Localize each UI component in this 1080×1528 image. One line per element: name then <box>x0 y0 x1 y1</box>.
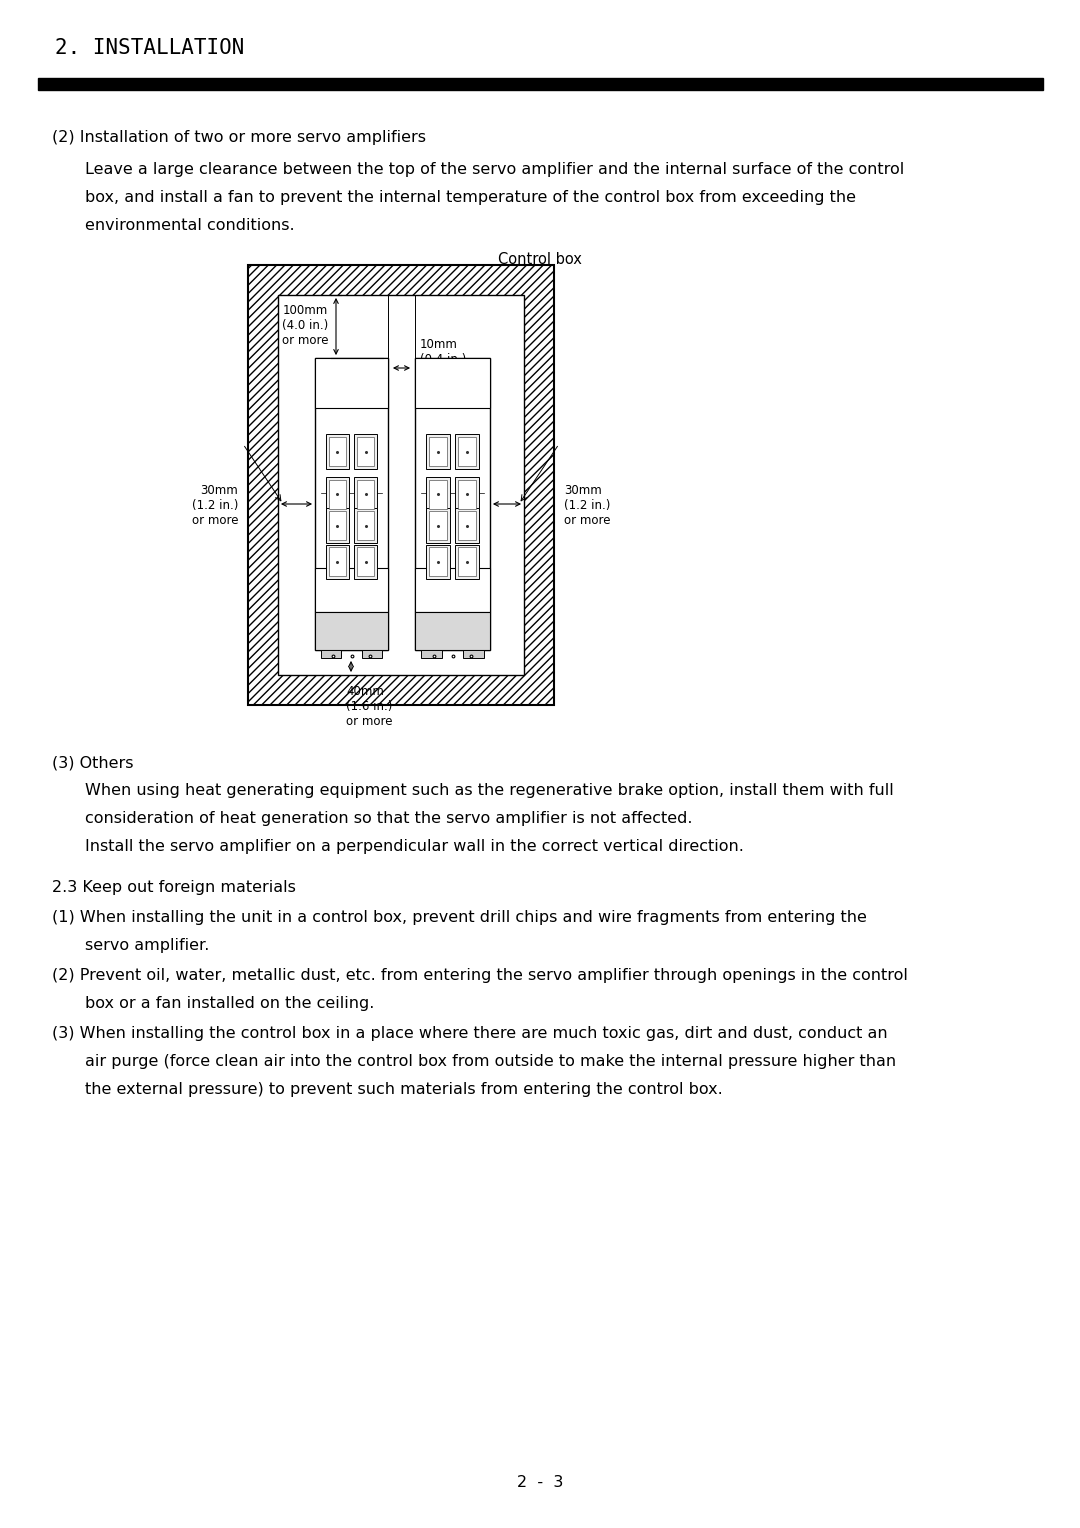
Bar <box>426 544 450 579</box>
Text: 2  -  3: 2 - 3 <box>517 1475 563 1490</box>
Bar <box>415 613 490 649</box>
Text: (2) Installation of two or more servo amplifiers: (2) Installation of two or more servo am… <box>52 130 426 145</box>
Bar <box>455 544 478 579</box>
Bar <box>354 544 377 579</box>
Bar <box>248 264 554 704</box>
Text: 10mm
(0.4 in.)
or more: 10mm (0.4 in.) or more <box>420 338 467 380</box>
Text: the external pressure) to prevent such materials from entering the control box.: the external pressure) to prevent such m… <box>85 1082 723 1097</box>
Bar <box>458 480 476 509</box>
Bar <box>354 509 377 542</box>
Text: 100mm
(4.0 in.)
or more: 100mm (4.0 in.) or more <box>282 304 328 347</box>
Bar <box>455 434 478 469</box>
Bar <box>326 544 349 579</box>
Bar <box>429 437 447 466</box>
Bar <box>458 547 476 576</box>
Bar <box>315 613 388 649</box>
Text: (1) When installing the unit in a control box, prevent drill chips and wire frag: (1) When installing the unit in a contro… <box>52 911 867 924</box>
Text: box or a fan installed on the ceiling.: box or a fan installed on the ceiling. <box>85 996 375 1012</box>
Bar <box>426 477 450 512</box>
Text: When using heat generating equipment such as the regenerative brake option, inst: When using heat generating equipment suc… <box>85 782 894 798</box>
Text: air purge (force clean air into the control box from outside to make the interna: air purge (force clean air into the cont… <box>85 1054 896 1070</box>
Text: (2) Prevent oil, water, metallic dust, etc. from entering the servo amplifier th: (2) Prevent oil, water, metallic dust, e… <box>52 969 908 983</box>
Bar <box>278 295 524 675</box>
Bar <box>38 78 1043 90</box>
Bar <box>328 547 347 576</box>
Bar <box>315 358 388 649</box>
Text: 2. INSTALLATION: 2. INSTALLATION <box>55 38 244 58</box>
Bar <box>328 512 347 541</box>
Text: Leave a large clearance between the top of the servo amplifier and the internal : Leave a large clearance between the top … <box>85 162 904 177</box>
Text: Control box: Control box <box>498 252 582 267</box>
Bar <box>354 434 377 469</box>
Text: (3) When installing the control box in a place where there are much toxic gas, d: (3) When installing the control box in a… <box>52 1025 888 1041</box>
Bar <box>426 509 450 542</box>
Bar <box>421 649 442 659</box>
Bar <box>429 512 447 541</box>
Bar <box>356 437 375 466</box>
Bar <box>248 264 554 704</box>
Bar <box>415 358 490 408</box>
Bar <box>326 477 349 512</box>
Bar <box>326 509 349 542</box>
Text: environmental conditions.: environmental conditions. <box>85 219 295 232</box>
Bar <box>321 649 341 659</box>
Bar <box>328 437 347 466</box>
Text: consideration of heat generation so that the servo amplifier is not affected.: consideration of heat generation so that… <box>85 811 692 827</box>
Bar <box>458 437 476 466</box>
Text: 40mm
(1.6 in.)
or more: 40mm (1.6 in.) or more <box>346 685 392 727</box>
Bar <box>463 649 484 659</box>
Bar <box>328 480 347 509</box>
Text: box, and install a fan to prevent the internal temperature of the control box fr: box, and install a fan to prevent the in… <box>85 189 856 205</box>
Bar <box>326 434 349 469</box>
Bar <box>415 568 490 613</box>
Text: 30mm
(1.2 in.)
or more: 30mm (1.2 in.) or more <box>191 484 238 527</box>
Bar <box>315 568 388 613</box>
Bar <box>426 434 450 469</box>
Bar <box>356 512 375 541</box>
Bar <box>354 477 377 512</box>
Bar <box>458 512 476 541</box>
Text: servo amplifier.: servo amplifier. <box>85 938 210 953</box>
Text: (3) Others: (3) Others <box>52 755 134 770</box>
Bar <box>429 480 447 509</box>
Bar <box>455 477 478 512</box>
Bar <box>362 649 382 659</box>
Bar <box>415 358 490 649</box>
Text: 30mm
(1.2 in.)
or more: 30mm (1.2 in.) or more <box>564 484 610 527</box>
Bar <box>356 547 375 576</box>
Bar <box>429 547 447 576</box>
Text: 2.3 Keep out foreign materials: 2.3 Keep out foreign materials <box>52 880 296 895</box>
Bar <box>356 480 375 509</box>
Text: Install the servo amplifier on a perpendicular wall in the correct vertical dire: Install the servo amplifier on a perpend… <box>85 839 744 854</box>
Bar <box>455 509 478 542</box>
Bar <box>315 358 388 408</box>
